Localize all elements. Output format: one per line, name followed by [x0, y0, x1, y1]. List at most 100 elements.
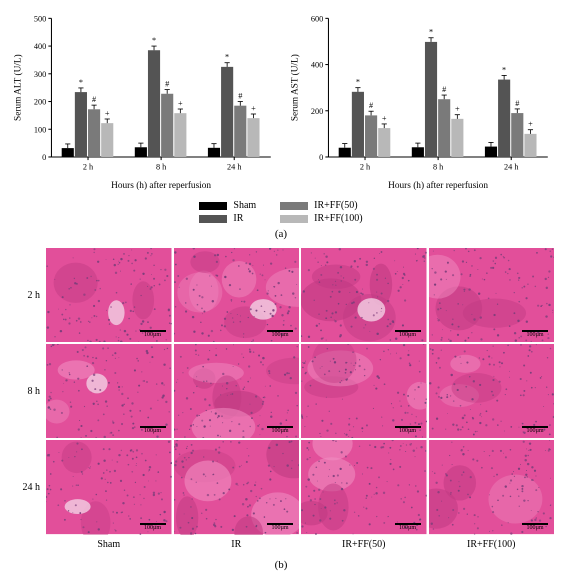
histology-tile-svg	[174, 344, 300, 438]
svg-text:Hours (h) after reperfusion: Hours (h) after reperfusion	[111, 180, 211, 191]
scalebar: 100µm	[395, 426, 421, 434]
svg-text:0: 0	[42, 153, 46, 162]
svg-text:100: 100	[34, 125, 46, 134]
histology-tile: 100µm	[46, 248, 172, 342]
chart-svg-ast: 0 200 400 600 Serum AST (U/L) 2 h 8 h 24 h * # + * #…	[285, 8, 554, 194]
histology-row-label: 24 h	[8, 440, 44, 534]
histology-col-label: IR+FF(100)	[429, 537, 555, 555]
svg-text:#: #	[165, 79, 169, 88]
scalebar: 100µm	[395, 523, 421, 531]
sublabel-b: (b)	[8, 559, 554, 571]
histology-col-label: IR	[174, 537, 300, 555]
svg-text:*: *	[79, 78, 83, 87]
scalebar: 100µm	[522, 330, 548, 338]
histology-tile-svg	[46, 344, 172, 438]
histology-col-label: IR+FF(50)	[301, 537, 427, 555]
histology-grid: 2 h 100µm 100µm 100µm 100µm 8 h 100µm 100µm 100µ…	[8, 248, 554, 554]
panel-a: 0100200300400500Serum ALT (U/L)2 h8 h24 …	[8, 8, 554, 240]
histology-tile-svg	[429, 440, 555, 534]
legend-item: IR+FF(50)	[280, 200, 362, 211]
scalebar: 100µm	[522, 426, 548, 434]
histology-col-label: Sham	[46, 537, 172, 555]
svg-text:Hours (h) after reperfusion: Hours (h) after reperfusion	[388, 180, 488, 191]
svg-text:Serum AST (U/L): Serum AST (U/L)	[289, 54, 300, 121]
histology-tile: 100µm	[174, 248, 300, 342]
histology-row-label: 2 h	[8, 248, 44, 342]
svg-text:*: *	[502, 65, 506, 74]
svg-text:#: #	[92, 95, 96, 104]
histology-tile-svg	[301, 248, 427, 342]
charts-row: 0100200300400500Serum ALT (U/L)2 h8 h24 …	[8, 8, 554, 194]
svg-text:2 h: 2 h	[360, 162, 371, 171]
legend-swatch	[280, 215, 308, 223]
svg-text:24 h: 24 h	[504, 162, 519, 171]
histology-tile: 100µm	[429, 248, 555, 342]
svg-text:200: 200	[34, 98, 46, 107]
legend-item: IR+FF(100)	[280, 213, 362, 224]
scalebar: 100µm	[140, 330, 166, 338]
svg-text:600: 600	[311, 14, 323, 23]
histology-tile: 100µm	[174, 440, 300, 534]
svg-text:+: +	[105, 109, 110, 118]
scalebar: 100µm	[140, 523, 166, 531]
svg-text:300: 300	[34, 70, 46, 79]
legend-label: IR	[233, 213, 243, 224]
histology-tile: 100µm	[46, 344, 172, 438]
histology-row-label: 8 h	[8, 344, 44, 438]
sublabel-a: (a)	[8, 228, 554, 240]
svg-text:+: +	[455, 105, 460, 114]
svg-text:8 h: 8 h	[433, 162, 444, 171]
svg-text:*: *	[225, 53, 229, 62]
legend-label: IR+FF(50)	[314, 200, 357, 211]
histology-tile-svg	[301, 440, 427, 534]
svg-text:24 h: 24 h	[227, 162, 242, 171]
histology-tile: 100µm	[301, 440, 427, 534]
svg-text:400: 400	[311, 61, 323, 70]
svg-text:*: *	[356, 78, 360, 87]
legend-label: Sham	[233, 200, 256, 211]
svg-text:500: 500	[34, 14, 46, 23]
chart-alt: 0100200300400500Serum ALT (U/L)2 h8 h24 …	[8, 8, 277, 194]
spacer	[8, 537, 44, 555]
histology-tile-svg	[46, 248, 172, 342]
svg-text:+: +	[528, 120, 533, 129]
svg-text:*: *	[429, 28, 433, 37]
legend-swatch	[199, 202, 227, 210]
histology-tile: 100µm	[46, 440, 172, 534]
histology-tile: 100µm	[301, 344, 427, 438]
histology-tile-svg	[429, 344, 555, 438]
legend-item: IR	[199, 213, 256, 224]
histology-tile-svg	[174, 248, 300, 342]
svg-text:#: #	[238, 91, 242, 100]
svg-text:#: #	[515, 99, 519, 108]
svg-text:+: +	[251, 104, 256, 113]
scalebar: 100µm	[267, 426, 293, 434]
legend-label: IR+FF(100)	[314, 213, 362, 224]
histology-tile-svg	[174, 440, 300, 534]
histology-tile: 100µm	[429, 440, 555, 534]
scalebar: 100µm	[140, 426, 166, 434]
svg-text:200: 200	[311, 107, 323, 116]
svg-text:*: *	[152, 36, 156, 45]
legend-item: Sham	[199, 200, 256, 211]
histology-tile-svg	[301, 344, 427, 438]
histology-tile: 100µm	[429, 344, 555, 438]
svg-text:+: +	[178, 99, 183, 108]
chart-svg-alt: 0100200300400500Serum ALT (U/L)2 h8 h24 …	[8, 8, 277, 194]
histology-tile: 100µm	[301, 248, 427, 342]
legend-swatch	[280, 202, 308, 210]
histology-tile-svg	[429, 248, 555, 342]
panel-b: 2 h 100µm 100µm 100µm 100µm 8 h 100µm 100µm 100µ…	[8, 248, 554, 570]
chart-ast: 0 200 400 600 Serum AST (U/L) 2 h 8 h 24 h * # + * #…	[285, 8, 554, 194]
histology-tile: 100µm	[174, 344, 300, 438]
svg-text:8 h: 8 h	[156, 162, 167, 171]
scalebar: 100µm	[267, 330, 293, 338]
svg-text:2 h: 2 h	[83, 162, 94, 171]
scalebar: 100µm	[395, 330, 421, 338]
svg-text:#: #	[369, 101, 373, 110]
legend-swatch	[199, 215, 227, 223]
svg-text:#: #	[442, 85, 446, 94]
svg-text:0: 0	[319, 153, 323, 162]
chart-legend: Sham IR+FF(50) IR IR+FF(100)	[8, 200, 554, 224]
histology-tile-svg	[46, 440, 172, 534]
